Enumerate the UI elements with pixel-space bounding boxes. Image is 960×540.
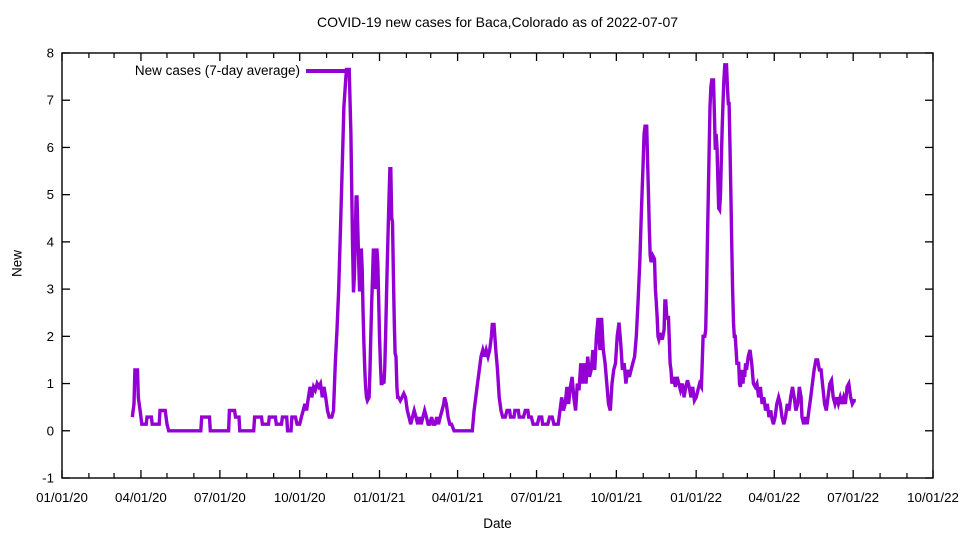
y-tick-label: 0 bbox=[47, 423, 54, 438]
chart-title: COVID-19 new cases for Baca,Colorado as … bbox=[316, 14, 679, 30]
x-tick-label: 10/01/22 bbox=[907, 490, 959, 505]
y-tick-label: -1 bbox=[42, 471, 54, 486]
x-tick-label: 04/01/22 bbox=[748, 490, 800, 505]
x-tick-label: 07/01/20 bbox=[194, 490, 246, 505]
legend-label: New cases (7-day average) bbox=[134, 63, 300, 78]
x-axis-label: Date bbox=[483, 516, 512, 531]
y-tick-label: 3 bbox=[47, 282, 54, 297]
y-tick-label: 2 bbox=[47, 329, 54, 344]
x-tick-label: 01/01/20 bbox=[36, 490, 88, 505]
y-tick-label: 1 bbox=[47, 376, 54, 391]
x-tick-label: 04/01/21 bbox=[432, 490, 484, 505]
x-tick-label: 01/01/22 bbox=[670, 490, 722, 505]
y-tick-label: 6 bbox=[47, 140, 54, 155]
x-tick-label: 10/01/20 bbox=[274, 490, 326, 505]
data-line bbox=[130, 63, 856, 433]
y-tick-label: 8 bbox=[47, 46, 54, 61]
x-tick-label: 01/01/21 bbox=[354, 490, 406, 505]
x-tick-label: 04/01/20 bbox=[115, 490, 167, 505]
plot-border bbox=[61, 52, 934, 479]
x-tick-label: 07/01/22 bbox=[827, 490, 879, 505]
x-tick-label: 07/01/21 bbox=[511, 490, 563, 505]
y-tick-label: 5 bbox=[47, 187, 54, 202]
x-tick-label: 10/01/21 bbox=[590, 490, 642, 505]
y-tick-label: 4 bbox=[47, 234, 54, 249]
y-tick-label: 7 bbox=[47, 93, 54, 108]
